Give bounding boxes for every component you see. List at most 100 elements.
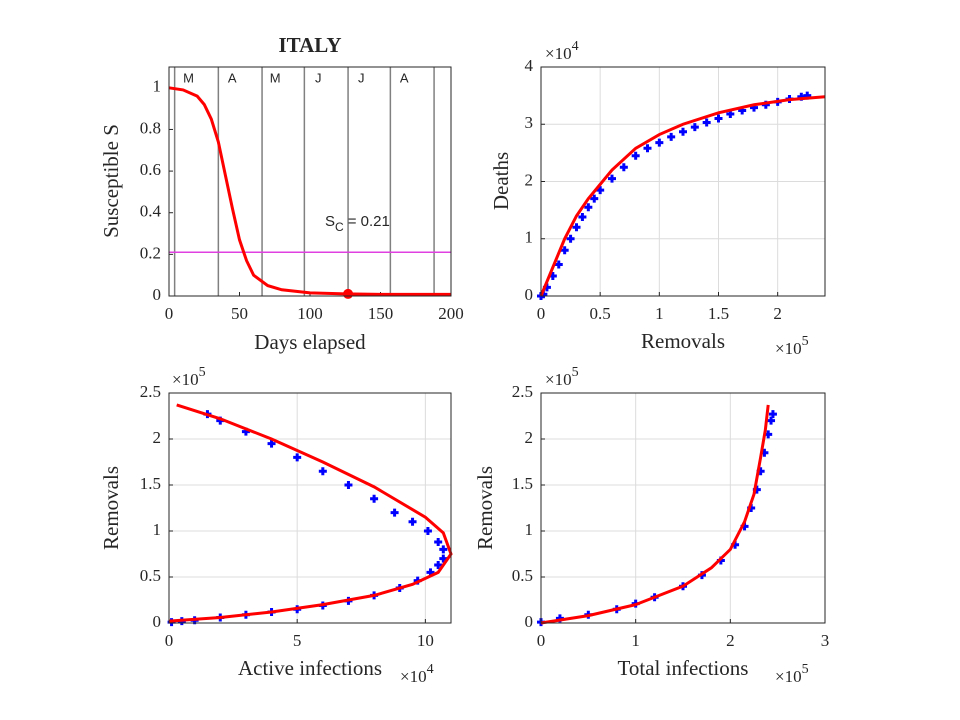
exponent-power: 4 [572,39,579,54]
tick-label: 50 [231,304,248,323]
y-axis-label: Deaths [489,152,513,210]
tick-label: 2 [773,304,782,323]
exponent-base: ×10 [775,339,802,358]
tick-label: 0.6 [140,160,161,179]
tick-label: 2.5 [140,382,161,401]
data-point [619,163,628,172]
tick-label: 200 [438,304,464,323]
tick-label: 1.5 [140,474,161,493]
exponent-power: 5 [199,365,206,380]
month-label: J [358,70,365,85]
annotation-tail: = 0.21 [348,213,390,230]
tick-label: 1 [525,228,534,247]
tick-label: 0 [525,612,534,631]
data-point [714,114,723,123]
exponent-base: ×10 [172,370,199,389]
y-axis-label: Susceptible S [99,124,123,238]
axis-exponent: ×105 [172,365,206,389]
tick-label: 2 [726,631,735,650]
tick-label: 4 [525,56,534,75]
exponent-base: ×10 [545,370,572,389]
tick-label: 1.5 [512,474,533,493]
tick-label: 150 [368,304,394,323]
tick-label: 100 [297,304,323,323]
data-point [434,561,443,570]
tick-label: 0 [153,285,162,304]
data-point [408,517,417,526]
tick-label: 0.5 [590,304,611,323]
axes-box [540,66,826,297]
tick-label: 2 [525,170,534,189]
exponent-base: ×10 [545,44,572,63]
annotation: SC = 0.21 [325,213,390,234]
plot-area [169,67,451,296]
axis-exponent: ×105 [775,662,809,686]
annotation-sub: C [335,220,344,234]
data-point [439,545,448,554]
data-point [643,144,652,153]
month-label: M [270,70,281,85]
month-label: M [183,70,194,85]
tick-label: 0.8 [140,118,161,137]
data-point [572,223,581,232]
data-point [667,132,676,141]
axes-box [540,392,826,624]
tick-label: 1 [655,304,664,323]
exponent-power: 5 [802,334,809,349]
data-point [554,260,563,269]
fit-line [168,86,451,296]
data-point [578,212,587,221]
data-point [434,538,443,547]
data-point [608,174,616,183]
exponent-base: ×10 [775,667,802,686]
exponent-base: ×10 [400,667,427,686]
chart-title: ITALY [278,33,341,57]
y-axis-label: Removals [99,466,123,550]
data-point [566,234,575,243]
tick-label: 1 [525,520,534,539]
fit-line [540,404,770,625]
data-point [631,151,640,160]
tick-label: 0.5 [512,566,533,585]
data-point [344,481,353,489]
axis-exponent: ×104 [400,662,434,686]
x-axis-label: Removals [641,329,725,353]
month-label: A [228,70,237,85]
axes-box [168,392,452,624]
x-axis-label: Active infections [238,656,382,680]
data-point [690,123,699,132]
annotation-main: S [325,213,335,230]
data-point [702,118,711,127]
tick-label: 0.2 [140,243,161,262]
data-point [679,127,687,136]
data-point [596,186,605,195]
tick-label: 5 [293,631,302,650]
tick-label: 0 [537,304,546,323]
plot-area [169,393,451,623]
fit-line [539,95,826,297]
data-point [767,416,776,425]
tick-label: 1 [153,520,162,539]
axis-exponent: ×105 [775,334,809,358]
month-label: J [315,70,322,85]
data-point [390,508,399,517]
tick-label: 1 [153,77,162,96]
data-point [560,246,569,255]
data-point [423,527,432,535]
data-point [293,453,302,462]
x-axis-label: Days elapsed [254,330,366,354]
tick-label: 10 [417,631,434,650]
tick-label: 2 [153,428,162,447]
exponent-power: 5 [572,365,579,380]
tick-label: 3 [821,631,830,650]
data-point [590,194,599,203]
tick-label: 0 [153,612,162,631]
data-point [655,138,664,147]
data-point [768,410,777,419]
axis-exponent: ×104 [545,39,579,63]
critical-point [343,288,354,299]
tick-label: 2.5 [512,382,533,401]
tick-label: 3 [525,113,534,132]
tick-label: 0 [165,631,174,650]
